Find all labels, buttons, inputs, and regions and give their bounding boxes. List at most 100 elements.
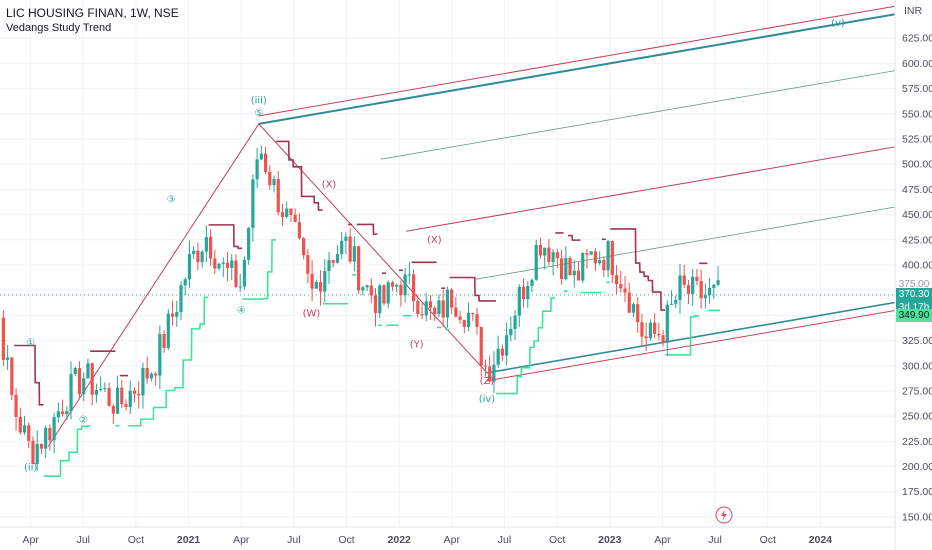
candle-body	[340, 240, 344, 254]
candle-body	[327, 260, 331, 272]
candle-body	[589, 251, 593, 255]
price-tick-label: 475.00	[902, 184, 932, 196]
candle-body	[247, 227, 251, 260]
candle-body	[230, 260, 234, 268]
candle-body	[310, 273, 314, 289]
candle-body	[416, 301, 420, 314]
candle-body	[35, 443, 39, 465]
candle-body	[238, 286, 242, 288]
candle-body	[428, 301, 433, 308]
candle-body	[712, 284, 716, 288]
candle-body	[365, 285, 369, 288]
trend-resistance	[356, 223, 378, 235]
candle-body	[352, 246, 356, 262]
candle-body	[657, 333, 661, 336]
candle-body	[318, 282, 323, 292]
wave-label: (i)	[0, 319, 1, 330]
candle-body	[695, 276, 699, 282]
candle-body	[18, 416, 22, 433]
price-tick-label: 300.00	[902, 360, 932, 372]
candle-body	[255, 159, 259, 180]
candle-body	[111, 406, 115, 414]
candle-body	[77, 368, 82, 394]
pitchfork-channels	[258, 5, 896, 382]
candle-body	[538, 244, 543, 256]
candle-body	[708, 287, 712, 296]
candle-body	[348, 236, 352, 262]
candle-body	[242, 259, 247, 287]
candle-body	[636, 304, 640, 323]
price-tick-label: 175.00	[902, 486, 932, 498]
candle-body	[323, 271, 327, 292]
price-tick-label: 450.00	[902, 209, 932, 221]
candle-body	[678, 275, 682, 300]
candle-body	[179, 285, 183, 312]
trend-resistance	[449, 276, 496, 302]
candle-body	[149, 373, 153, 379]
candle-body	[517, 286, 521, 316]
trend-support	[242, 239, 277, 300]
wave-label: (v)	[831, 18, 845, 29]
candle-body	[6, 357, 10, 360]
candle-body	[500, 348, 504, 356]
candle-body	[82, 378, 86, 394]
candle-body	[530, 279, 534, 286]
price-tick-label: 525.00	[902, 133, 932, 145]
wave-label: ①	[26, 338, 35, 349]
candle-body	[572, 270, 576, 276]
symbol-title[interactable]: LIC HOUSING FINAN, 1W, NSE	[6, 6, 179, 20]
price-tick-label: 150.00	[902, 511, 932, 523]
price-tick-label: 200.00	[902, 461, 932, 473]
candle-body	[158, 333, 162, 376]
candle-body	[276, 178, 280, 213]
candle-body	[344, 236, 348, 241]
candle-body	[492, 364, 496, 382]
candle-body	[272, 178, 276, 186]
time-tick-label: Jul	[77, 534, 90, 546]
candle-body	[14, 394, 18, 417]
candle-body	[27, 425, 31, 441]
candle-body	[302, 238, 306, 256]
candle-body	[445, 289, 450, 318]
candle-body	[450, 289, 454, 308]
candle-body	[674, 299, 678, 304]
time-tick-label: Apr	[654, 534, 671, 546]
candle-body	[483, 365, 488, 367]
chart-grid	[0, 0, 895, 527]
candle-body	[196, 250, 200, 263]
candle-body	[703, 295, 707, 299]
time-tick-label: 2023	[598, 534, 622, 546]
candle-body	[373, 295, 378, 314]
channel-median	[405, 146, 896, 232]
candle-body	[39, 443, 44, 449]
candle-body	[386, 282, 390, 304]
candle-body	[86, 363, 90, 379]
time-tick-label: Oct	[760, 534, 776, 546]
candle-body	[462, 319, 466, 327]
lightning-icon[interactable]	[715, 506, 733, 524]
wave-label: (Y)	[410, 340, 424, 351]
candle-body	[407, 274, 411, 276]
time-tick-label: 2022	[388, 534, 412, 546]
candle-body	[669, 303, 674, 305]
candle-body	[488, 366, 492, 382]
candle-body	[69, 373, 73, 412]
candle-body	[297, 222, 301, 239]
price-tick-label: 275.00	[902, 385, 932, 397]
price-tick-label: 250.00	[902, 411, 932, 423]
candle-body	[598, 259, 602, 264]
candle-body	[335, 253, 340, 263]
channel-upper-outer	[258, 5, 896, 117]
trend-resistance	[208, 224, 243, 250]
trend-resistance	[610, 228, 666, 311]
candle-body	[619, 284, 623, 289]
channel-three-quarter	[380, 70, 896, 160]
candle-body	[115, 387, 120, 414]
candle-body	[559, 258, 564, 280]
indicator-title[interactable]: Vedangs Study Trend	[6, 22, 112, 34]
wave-annotations: (i) ① (ii) ② ③ ④ ⑤(iii) (X) (W) (X) (Y) (Z) (iv) (v)	[0, 18, 845, 473]
candle-body	[48, 427, 52, 441]
candle-body	[551, 252, 555, 262]
